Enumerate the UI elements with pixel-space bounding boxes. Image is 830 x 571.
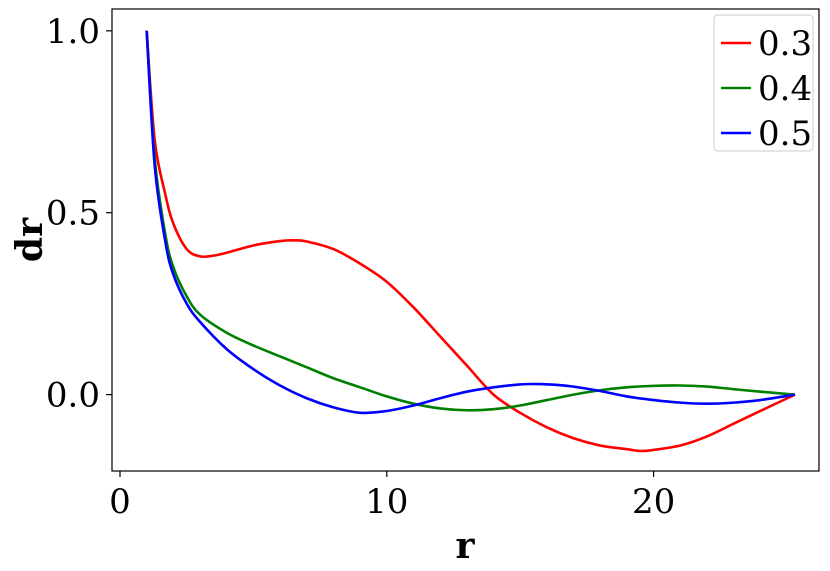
legend-label-0.3: 0.3 [758, 24, 812, 64]
plot-frame [111, 8, 820, 472]
series-line-0.5 [145, 30, 796, 415]
y-axis-label: dr [9, 217, 51, 262]
series-layer [145, 30, 796, 453]
x-axis-label: r [456, 525, 476, 567]
legend-box [713, 14, 814, 152]
series-line-0.3 [145, 30, 796, 453]
legend-label-0.5: 0.5 [758, 114, 812, 154]
legend: 0.3 0.4 0.5 [713, 14, 814, 154]
y-tick-label: 1.0 [46, 12, 100, 52]
x-tick-label: 10 [365, 482, 408, 522]
x-axis-ticks: 0 10 20 [109, 471, 675, 522]
series-line-0.4 [145, 30, 796, 412]
legend-label-0.4: 0.4 [758, 69, 812, 109]
y-tick-label: 0.0 [46, 376, 100, 416]
x-tick-label: 0 [109, 482, 131, 522]
x-tick-label: 20 [632, 482, 675, 522]
y-axis-ticks: 0.0 0.5 1.0 [46, 12, 112, 416]
y-tick-label: 0.5 [46, 194, 100, 234]
